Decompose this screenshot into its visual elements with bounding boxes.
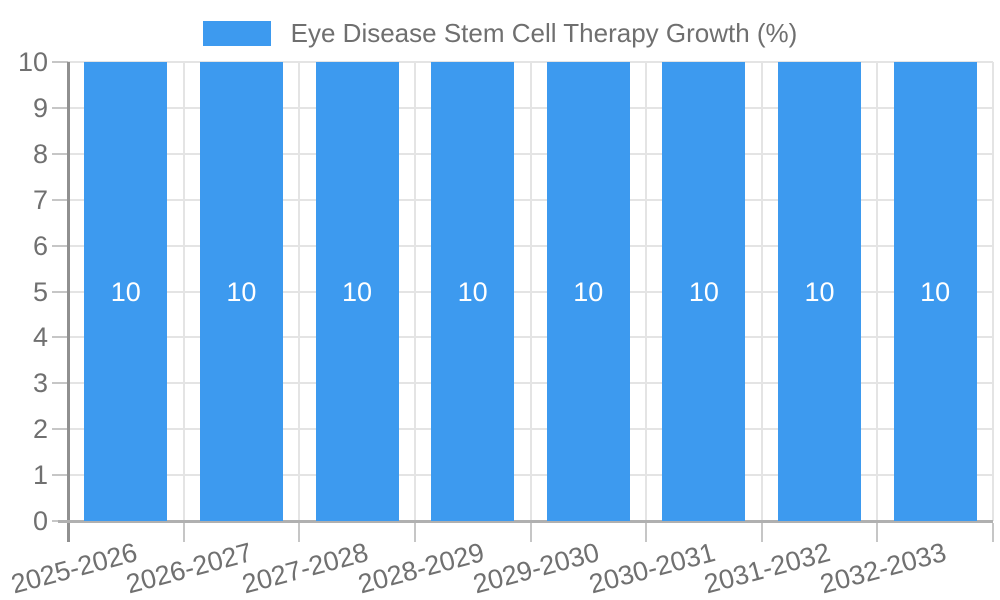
y-tick-label: 9 — [32, 92, 48, 123]
y-tick-label: 3 — [32, 368, 48, 399]
y-tick-label: 8 — [32, 138, 48, 169]
x-axis-tick — [876, 523, 879, 542]
y-axis-tick — [52, 474, 68, 477]
bar[interactable] — [199, 62, 283, 521]
y-axis-tick — [52, 106, 68, 109]
y-axis-line — [67, 62, 70, 542]
x-tick-label: 2028-2029 — [354, 537, 487, 600]
x-axis-tick — [529, 523, 532, 542]
y-tick-label: 2 — [32, 414, 48, 445]
legend-swatch-icon — [202, 20, 271, 46]
x-tick-label: 2026-2027 — [123, 537, 256, 600]
x-axis-tick — [413, 523, 416, 542]
y-axis-tick — [52, 336, 68, 339]
bar[interactable] — [84, 62, 168, 521]
legend-item[interactable]: Eye Disease Stem Cell Therapy Growth (%) — [0, 17, 1000, 49]
y-axis-tick — [52, 152, 68, 155]
x-gridline — [413, 62, 416, 521]
x-tick-label: 2030-2031 — [585, 537, 719, 600]
x-gridline — [529, 62, 532, 521]
y-axis-tick — [52, 61, 68, 63]
y-axis-tick — [52, 244, 68, 247]
x-tick-label: 2029-2030 — [470, 537, 603, 600]
x-gridline — [992, 62, 994, 521]
y-tick-label: 0 — [32, 506, 48, 536]
x-axis-line — [58, 520, 993, 523]
x-gridline — [876, 62, 879, 521]
x-gridline — [298, 62, 301, 521]
y-tick-label: 5 — [32, 276, 48, 307]
x-axis-tick — [182, 523, 185, 542]
y-tick-label: 1 — [32, 460, 48, 491]
x-axis-tick — [760, 523, 763, 542]
x-axis-tick — [645, 523, 648, 542]
legend-label: Eye Disease Stem Cell Therapy Growth (%) — [290, 18, 798, 48]
x-tick-label: 2027-2028 — [238, 537, 372, 600]
x-tick-label: 2025-2026 — [7, 537, 141, 600]
y-tick-label: 10 — [17, 47, 48, 77]
y-axis-tick — [52, 382, 68, 385]
y-tick-label: 4 — [32, 322, 48, 353]
bar[interactable] — [778, 62, 862, 521]
y-tick-label: 6 — [32, 230, 48, 261]
y-axis-tick — [52, 290, 68, 293]
y-axis-tick — [52, 198, 68, 201]
x-axis-tick — [992, 523, 994, 542]
x-tick-label: 2032-2033 — [816, 537, 950, 600]
x-tick-label: 2031-2032 — [701, 537, 834, 600]
bar[interactable] — [431, 62, 515, 521]
x-gridline — [182, 62, 185, 521]
x-gridline — [645, 62, 648, 521]
bar[interactable] — [662, 62, 746, 521]
y-tick-label: 7 — [32, 184, 48, 215]
x-axis-tick — [298, 523, 301, 542]
y-axis-tick — [52, 428, 68, 431]
x-gridline — [760, 62, 763, 521]
bar[interactable] — [546, 62, 630, 521]
bar[interactable] — [315, 62, 399, 521]
bar[interactable] — [893, 62, 977, 521]
